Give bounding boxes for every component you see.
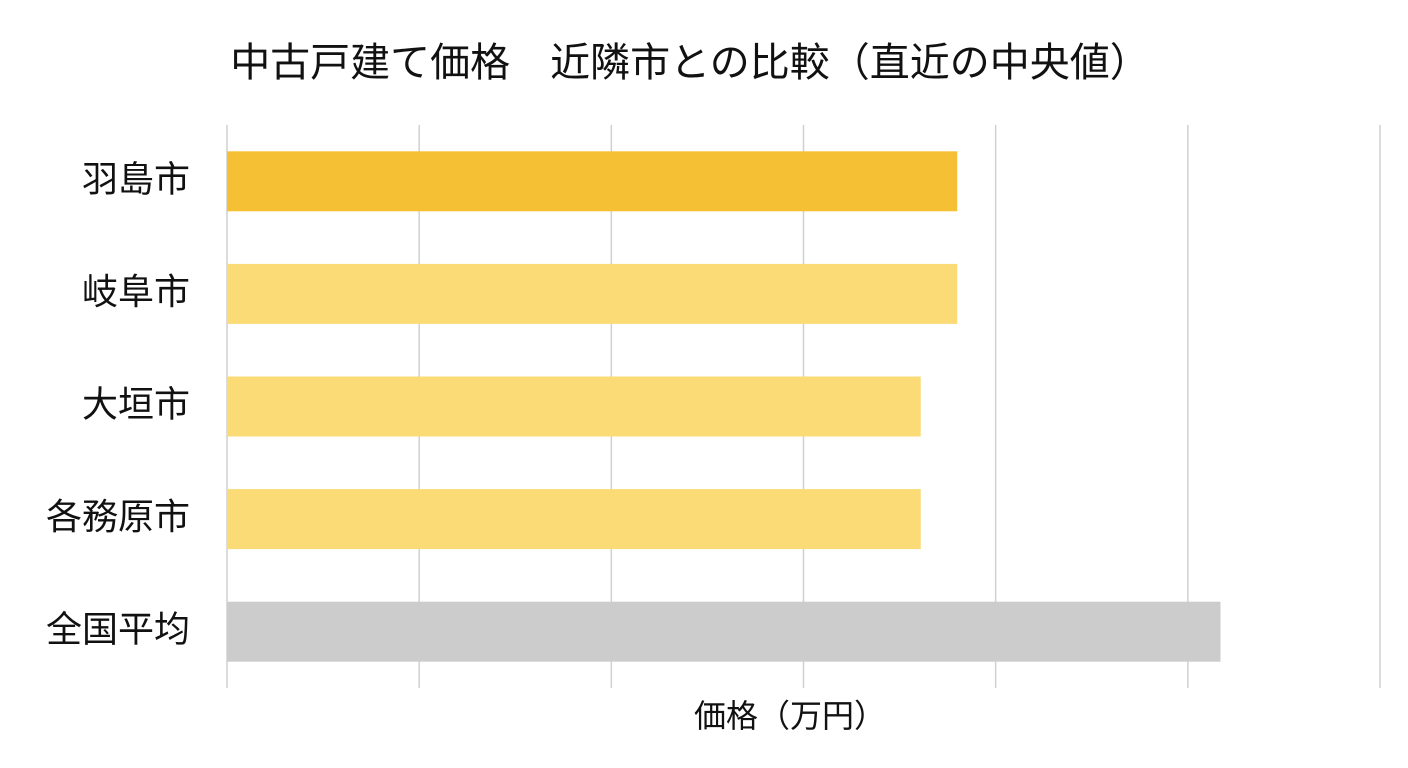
y-tick-label: 全国平均 (46, 610, 190, 651)
bar (227, 151, 958, 212)
y-tick-label: 大垣市 (82, 385, 190, 426)
y-tick-label: 岐阜市 (82, 272, 190, 313)
y-tick-label: 羽島市 (82, 159, 190, 200)
bar (227, 489, 921, 550)
bar (227, 376, 921, 437)
x-axis-label: 価格（万円） (694, 697, 886, 735)
bar (227, 263, 958, 324)
chart-title: 中古戸建て価格 近隣市との比較（直近の中央値） (230, 40, 1150, 86)
bar (227, 601, 1221, 662)
y-tick-label: 各務原市 (46, 497, 190, 538)
